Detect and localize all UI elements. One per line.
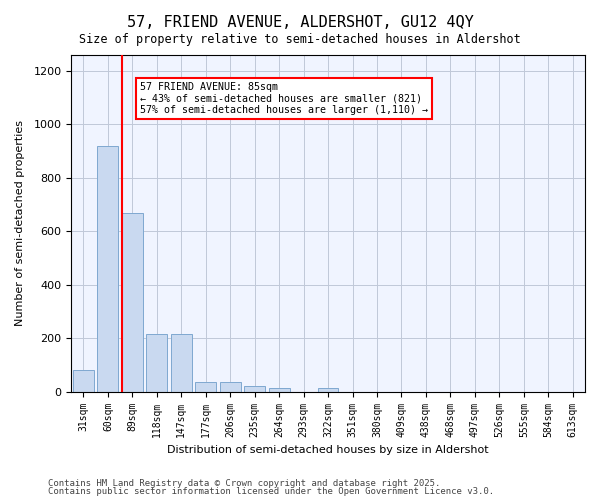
Text: Size of property relative to semi-detached houses in Aldershot: Size of property relative to semi-detach… <box>79 32 521 46</box>
Text: 57 FRIEND AVENUE: 85sqm
← 43% of semi-detached houses are smaller (821)
57% of s: 57 FRIEND AVENUE: 85sqm ← 43% of semi-de… <box>140 82 428 115</box>
Bar <box>317 388 338 392</box>
Bar <box>220 382 241 392</box>
Text: Contains HM Land Registry data © Crown copyright and database right 2025.: Contains HM Land Registry data © Crown c… <box>48 478 440 488</box>
Bar <box>97 146 118 392</box>
Bar <box>73 370 94 392</box>
Bar <box>171 334 191 392</box>
Text: 57, FRIEND AVENUE, ALDERSHOT, GU12 4QY: 57, FRIEND AVENUE, ALDERSHOT, GU12 4QY <box>127 15 473 30</box>
Text: Contains public sector information licensed under the Open Government Licence v3: Contains public sector information licen… <box>48 487 494 496</box>
Bar <box>146 334 167 392</box>
Bar <box>269 388 290 392</box>
X-axis label: Distribution of semi-detached houses by size in Aldershot: Distribution of semi-detached houses by … <box>167 445 489 455</box>
Bar <box>196 382 216 392</box>
Bar <box>122 212 143 392</box>
Bar <box>244 386 265 392</box>
Y-axis label: Number of semi-detached properties: Number of semi-detached properties <box>15 120 25 326</box>
